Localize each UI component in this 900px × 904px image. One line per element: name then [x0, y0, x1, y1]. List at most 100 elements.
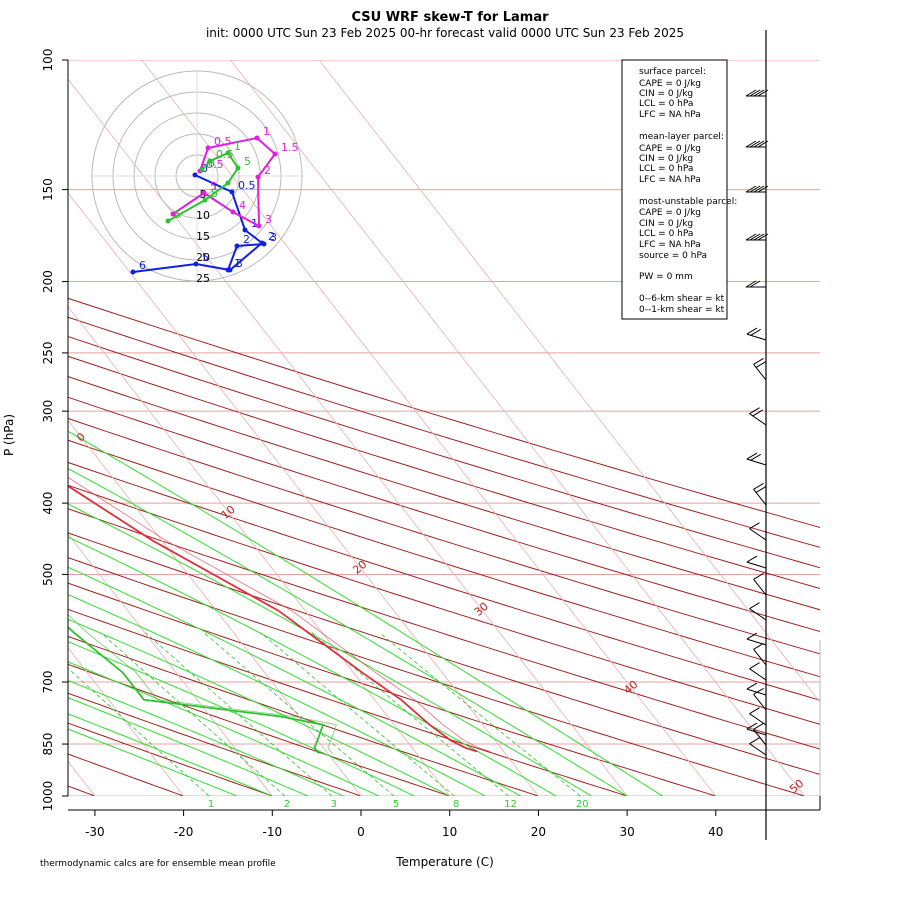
temperature-member-line	[68, 476, 491, 752]
y-tick-label: 100	[41, 49, 55, 72]
barb-shaft	[749, 608, 767, 621]
hodo-low-label: 3	[236, 257, 243, 270]
wind-barb	[753, 482, 767, 506]
dry-adiabat	[68, 582, 716, 796]
barb-feather	[753, 233, 765, 241]
x-tick-label: 0	[357, 825, 365, 839]
hodo-high-point	[202, 197, 208, 203]
hodo-low-label: 0.5	[238, 179, 256, 192]
barb-shaft	[753, 364, 767, 381]
dry-adiabat	[68, 297, 820, 528]
hodo-low-b-point	[225, 267, 231, 273]
dry-adiabat	[68, 692, 362, 796]
isotherm-label: 50	[787, 777, 806, 796]
barb-feather	[749, 407, 760, 415]
barb-feather	[745, 89, 757, 97]
hodograph-ring-label: 20	[196, 251, 210, 264]
mixing-ratio-line	[68, 667, 210, 796]
hodo-high-point	[199, 167, 205, 173]
dry-adiabat	[68, 335, 820, 569]
hodo-mid-label: 3	[265, 213, 272, 226]
barb-feather	[746, 555, 758, 563]
wind-barb	[753, 722, 767, 746]
hodo-mid-label: 5	[210, 180, 217, 193]
legend-surface-line: CIN = 0 J/kg	[639, 89, 693, 99]
moist-adiabat	[68, 618, 450, 796]
barb-feather	[749, 280, 761, 288]
barb-feather	[749, 662, 760, 670]
isotherm-line	[318, 60, 820, 703]
y-axis-title: P (hPa)	[2, 414, 16, 456]
barb-feather	[753, 140, 765, 148]
barb-shaft	[753, 489, 767, 506]
hodo-mid-point	[205, 145, 211, 151]
legend-surface-header: surface parcel:	[639, 67, 706, 77]
hodograph-ring-label: 15	[196, 230, 210, 243]
barb-feather	[746, 327, 758, 335]
hodo-mid-label: 1.5	[281, 141, 299, 154]
x-tick-label: -20	[174, 825, 194, 839]
isotherm-line	[68, 305, 451, 796]
y-tick-label: 850	[41, 733, 55, 756]
profile-layer	[68, 476, 491, 754]
moist-adiabat	[68, 467, 628, 796]
isotherm-line	[230, 60, 805, 796]
moist-adiabat	[68, 697, 308, 796]
barb-feather	[749, 140, 761, 148]
hodo-high-label: 5	[244, 155, 251, 168]
barb-feather	[753, 642, 764, 650]
mixing-ratio-label: 8	[453, 799, 459, 810]
hodo-mid-point	[255, 174, 261, 180]
wind-barb	[749, 407, 767, 426]
dry-adiabat	[68, 532, 820, 775]
barb-shaft	[746, 561, 767, 569]
hodo-mid-label: 2	[264, 164, 271, 177]
barb-shaft	[753, 649, 767, 666]
barb-shaft	[753, 694, 767, 711]
hodo-high-point	[225, 150, 231, 156]
hodo-low-b-label: 2	[243, 233, 250, 246]
barb-feather	[746, 682, 758, 690]
x-tick-label: 40	[708, 825, 723, 839]
grid-layer	[68, 60, 820, 796]
isotherm-label: 30	[472, 600, 491, 619]
legend-shear6: 0--6-km shear = kt	[639, 294, 725, 304]
wind-barb	[745, 233, 769, 241]
wind-barb	[746, 327, 767, 341]
dry-adiabat	[68, 484, 820, 725]
dry-adiabat	[68, 396, 820, 633]
barb-feather	[749, 602, 760, 610]
legend-box	[621, 59, 728, 320]
temperature-line	[68, 484, 478, 753]
legend-mixed-header: mean-layer parcel:	[639, 132, 724, 142]
legend-pw: PW = 0 mm	[639, 272, 693, 282]
legend-unstable-line: LFC = NA hPa	[639, 240, 701, 250]
legend-unstable-line: LCL = 0 hPa	[639, 229, 693, 239]
chart-title: CSU WRF skew-T for Lamar	[351, 10, 549, 25]
dry-adiabat	[68, 508, 820, 750]
wind-barb	[753, 572, 767, 596]
y-tick-label: 700	[41, 671, 55, 694]
barb-feather	[749, 737, 760, 745]
barb-feather	[752, 409, 764, 417]
barb-feather	[753, 687, 764, 695]
barb-feather	[757, 233, 769, 241]
barb-shaft	[746, 458, 767, 466]
barb-feather	[757, 185, 769, 193]
dewpoint-member-line	[68, 614, 337, 754]
barb-feather	[753, 722, 764, 730]
hodo-mid-point	[201, 190, 207, 196]
isotherm-label: 0	[74, 430, 88, 444]
legend-unstable-line: source = 0 hPa	[639, 251, 707, 261]
hodo-low-point	[229, 189, 235, 195]
hodo-low-point	[193, 261, 199, 267]
hodo-mid-point	[254, 135, 260, 141]
hodograph: 51015202500.5123563210.50.511.5234500.51…	[91, 70, 303, 285]
dry-adiabat	[68, 316, 820, 548]
legend-shear1: 0--1-km shear = kt	[639, 305, 725, 315]
hodo-high-point	[165, 218, 171, 224]
hodo-high-label: 1	[234, 140, 241, 153]
hodo-high-label: 0.5	[216, 148, 234, 161]
mixing-ratio-label: 2	[284, 799, 290, 810]
hodograph-ring-label: 25	[196, 272, 210, 285]
